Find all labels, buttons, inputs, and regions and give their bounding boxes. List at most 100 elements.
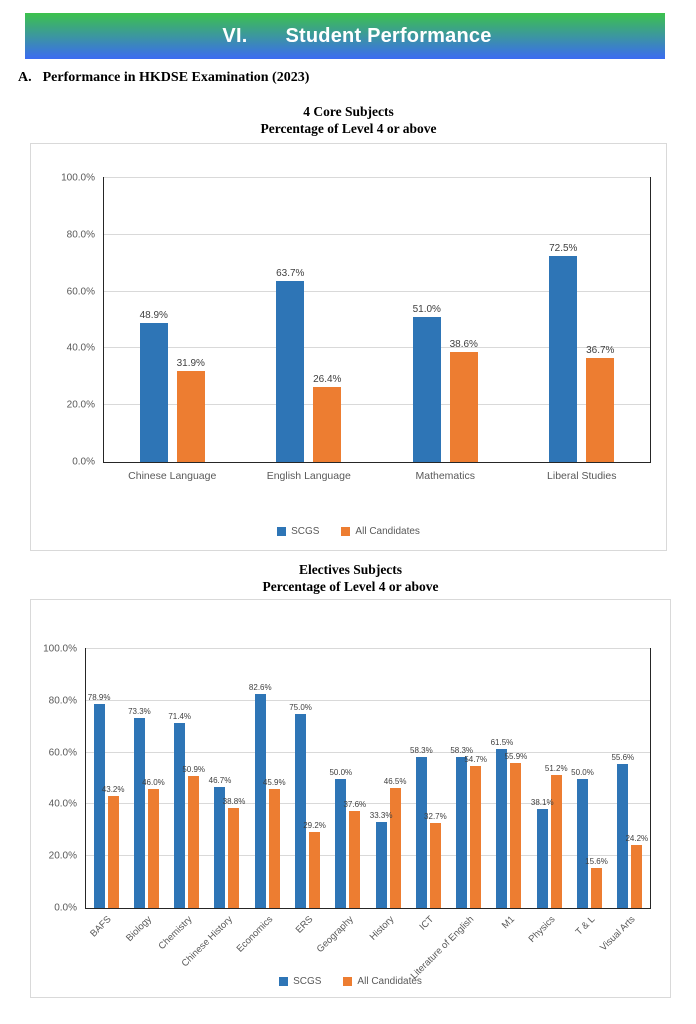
bar-all-candidates: 32.7%	[424, 812, 447, 908]
subsection-text: Performance in HKDSE Examination (2023)	[42, 70, 310, 85]
gridline	[86, 855, 650, 857]
category-group: 48.9% 31.9% Chinese Language	[104, 178, 241, 482]
subsection-label: A.	[18, 70, 32, 85]
bar-scgs: 75.0%	[289, 703, 312, 908]
chart-title-line2: Percentage of Level 4 or above	[262, 578, 439, 594]
legend-item: SCGS	[277, 526, 319, 537]
bar-all-candidates: 51.2%	[545, 764, 568, 908]
x-axis-label: History	[367, 914, 396, 943]
category-group: 61.5% 55.9% M1	[489, 649, 529, 931]
data-label: 51.2%	[544, 764, 568, 774]
x-axis-label: Liberal Studies	[547, 470, 617, 482]
data-label: 75.0%	[289, 702, 312, 712]
data-label: 46.7%	[208, 776, 232, 786]
electives-legend: SCGS All Candidates	[31, 976, 670, 987]
legend-item: SCGS	[279, 976, 321, 987]
bar-scgs: 51.0%	[413, 304, 441, 462]
x-axis-label: Mathematics	[415, 470, 476, 482]
y-axis-tick-label: 80.0%	[48, 695, 77, 707]
category-group: 71.4% 50.9% Chemistry	[156, 649, 207, 952]
legend-item: All Candidates	[341, 526, 420, 537]
bar-all-candidates: 50.9%	[182, 765, 205, 908]
bar-all-candidates: 26.4%	[313, 374, 341, 462]
data-label: 55.6%	[611, 753, 635, 762]
electives-plot-area: 0.0% 20.0% 40.0% 60.0% 80.0% 100.0% 78.9% 43.2%…	[43, 644, 651, 982]
gridline	[104, 404, 650, 406]
category-group: 58.3% 54.7% Literature of English	[409, 649, 489, 982]
data-label: 63.7%	[276, 268, 305, 280]
bar-scgs: 72.5%	[549, 243, 577, 462]
gridline	[104, 290, 650, 292]
data-label: 71.4%	[168, 712, 192, 722]
data-label: 37.6%	[343, 799, 367, 809]
data-label: 36.7%	[586, 344, 615, 356]
bar-all-candidates: 54.7%	[464, 755, 487, 908]
y-axis-tick-label: 0.0%	[54, 902, 77, 914]
core-subjects-legend: SCGS All Candidates	[31, 526, 666, 537]
bar-all-candidates: 37.6%	[343, 800, 366, 908]
gridline	[86, 699, 650, 701]
bar-all-candidates: 29.2%	[303, 821, 326, 908]
bar-all-candidates: 46.5%	[384, 777, 406, 908]
legend-label: All Candidates	[355, 526, 420, 537]
data-label: 55.9%	[504, 752, 528, 762]
bar-scgs: 78.9%	[88, 693, 110, 908]
bar-all-candidates: 43.2%	[102, 785, 124, 908]
category-group: 73.3% 46.0% Biology	[124, 649, 166, 944]
bar-scgs: 50.0%	[329, 768, 352, 908]
bar-all-candidates: 36.7%	[586, 345, 614, 462]
data-label: 61.5%	[490, 737, 514, 747]
x-axis-label: ICT	[417, 914, 437, 933]
gridline	[86, 648, 650, 649]
category-group: 55.6% 24.2% Visual Arts	[598, 649, 650, 953]
y-axis-tick-label: 100.0%	[61, 172, 95, 184]
category-group: 46.7% 38.8% Chinese History	[180, 649, 247, 969]
bar-scgs: 50.0%	[571, 768, 594, 908]
category-group: 72.5% 36.7% Liberal Studies	[514, 178, 651, 482]
bar-all-candidates: 38.8%	[223, 797, 245, 908]
bar-all-candidates: 31.9%	[177, 358, 205, 462]
legend-swatch-icon	[343, 977, 353, 986]
data-label: 51.0%	[412, 304, 441, 316]
bar-all-candidates: 55.9%	[505, 752, 527, 908]
bar-all-candidates: 38.6%	[450, 339, 478, 462]
data-label: 48.9%	[139, 310, 168, 322]
y-axis-tick-label: 80.0%	[66, 229, 95, 241]
chart-title-line2: Percentage of Level 4 or above	[260, 120, 437, 136]
bar-scgs: 33.3%	[370, 811, 392, 908]
bar-scgs: 63.7%	[276, 268, 304, 462]
y-axis-tick-label: 60.0%	[48, 747, 77, 759]
core-subjects-chart-card: 0.0% 20.0% 40.0% 60.0% 80.0% 100.0% 48.9% 31.9%…	[30, 143, 667, 551]
data-label: 32.7%	[424, 812, 447, 822]
bar-scgs: 71.4%	[168, 712, 191, 908]
legend-item: All Candidates	[343, 976, 422, 987]
category-group: 50.0% 15.6% T & L	[569, 649, 609, 938]
bar-scgs: 82.6%	[249, 683, 272, 908]
gridline	[86, 803, 650, 805]
data-label: 38.6%	[449, 339, 478, 351]
data-label: 78.9%	[87, 692, 111, 702]
data-label: 45.9%	[262, 778, 286, 788]
y-axis-tick-label: 20.0%	[66, 399, 95, 411]
data-label: 82.6%	[248, 683, 272, 693]
x-axis-label: M1	[499, 914, 517, 932]
core-subjects-chart-title: 4 Core Subjects Percentage of Level 4 or…	[30, 104, 667, 137]
category-group: 33.3% 46.5% History	[367, 649, 408, 943]
x-axis-label: Chinese Language	[128, 470, 217, 482]
bar-scgs: 61.5%	[491, 738, 513, 908]
bar-scgs: 46.7%	[209, 776, 231, 908]
bar-scgs: 73.3%	[128, 707, 151, 908]
section-title: Student Performance	[285, 24, 492, 47]
subsection-heading: A. Performance in HKDSE Examination (202…	[18, 70, 309, 86]
data-label: 50.0%	[571, 767, 594, 777]
category-group: 78.9% 43.2% BAFS	[86, 649, 126, 940]
data-label: 46.0%	[142, 777, 165, 787]
data-label: 29.2%	[303, 821, 326, 831]
bar-scgs: 58.3%	[410, 746, 433, 908]
legend-swatch-icon	[277, 527, 287, 536]
category-group: 50.0% 37.6% Geography	[315, 649, 368, 956]
gridline	[104, 347, 650, 349]
data-label: 33.3%	[369, 810, 393, 820]
x-axis-label: Chemistry	[156, 914, 195, 953]
